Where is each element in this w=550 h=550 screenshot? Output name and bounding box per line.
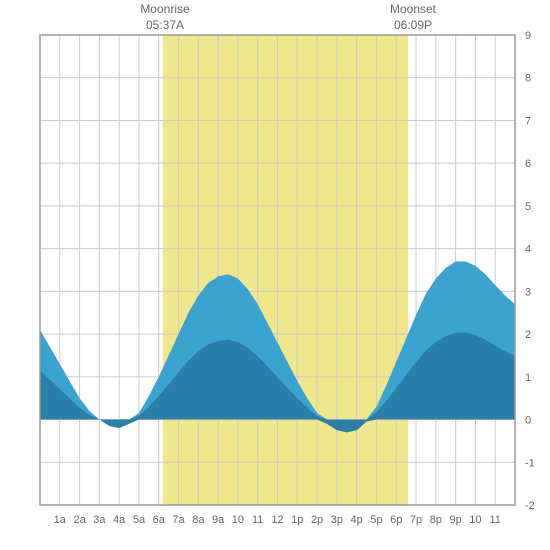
y-tick-label: 6: [525, 158, 531, 170]
moonset-annotation: Moonset 06:09P: [378, 2, 448, 33]
x-tick-label: 11: [489, 514, 500, 526]
y-tick-label: 2: [525, 329, 531, 341]
y-tick-label: 7: [525, 115, 531, 127]
x-tick-label: 10: [232, 514, 244, 526]
x-tick-label: 3p: [331, 514, 343, 526]
x-tick-label: 10: [469, 514, 481, 526]
x-tick-label: 1a: [54, 514, 67, 526]
x-tick-label: 6a: [153, 514, 166, 526]
moonset-label: Moonset: [390, 2, 436, 16]
y-tick-label: 5: [525, 201, 531, 213]
x-tick-label: 12: [271, 514, 283, 526]
chart-svg: 1a2a3a4a5a6a7a8a9a1011121p2p3p4p5p6p7p8p…: [0, 0, 550, 550]
x-tick-label: 4a: [113, 514, 126, 526]
moonrise-label: Moonrise: [140, 2, 189, 16]
x-tick-label: 3a: [93, 514, 106, 526]
moonrise-time: 05:37A: [146, 18, 184, 32]
x-tick-label: 9a: [212, 514, 225, 526]
x-tick-label: 8a: [192, 514, 205, 526]
x-tick-label: 1p: [291, 514, 303, 526]
x-tick-label: 4p: [351, 514, 363, 526]
y-tick-label: 4: [525, 244, 531, 256]
y-tick-label: -2: [525, 500, 535, 512]
y-tick-label: 9: [525, 30, 531, 42]
y-tick-label: 3: [525, 286, 531, 298]
x-tick-label: 5p: [370, 514, 382, 526]
y-tick-label: 1: [525, 372, 531, 384]
y-tick-label: -1: [525, 457, 535, 469]
x-tick-label: 5a: [133, 514, 146, 526]
y-tick-label: 8: [525, 73, 531, 85]
daylight-band: [163, 35, 408, 505]
moonset-time: 06:09P: [394, 18, 432, 32]
x-tick-label: 2p: [311, 514, 323, 526]
x-tick-label: 2a: [73, 514, 86, 526]
x-tick-label: 7a: [172, 514, 185, 526]
tide-chart: Moonrise 05:37A Moonset 06:09P 1a 2a 3a 4a 5…: [0, 0, 550, 550]
x-tick-label: 6p: [390, 514, 402, 526]
x-tick-label: 8p: [430, 514, 442, 526]
y-tick-label: 0: [525, 415, 531, 427]
moonrise-annotation: Moonrise 05:37A: [130, 2, 200, 33]
x-tick-label: 7p: [410, 514, 422, 526]
x-tick-label: 9p: [450, 514, 462, 526]
x-tick-label: 11: [252, 514, 263, 526]
